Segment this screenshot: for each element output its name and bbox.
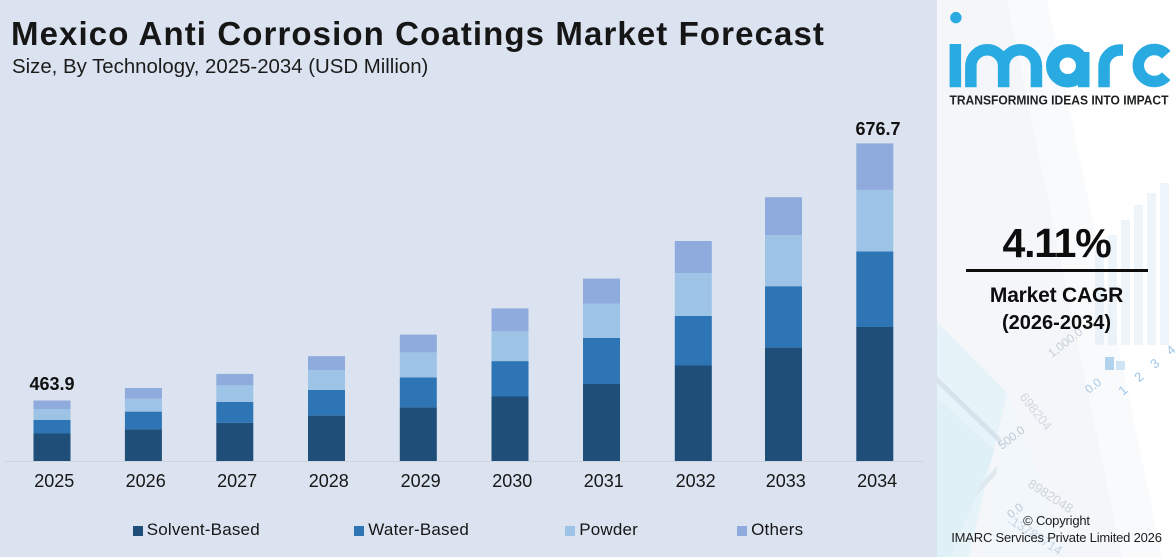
svg-text:TRANSFORMING IDEAS INTO IMPACT: TRANSFORMING IDEAS INTO IMPACT [950, 94, 1169, 108]
